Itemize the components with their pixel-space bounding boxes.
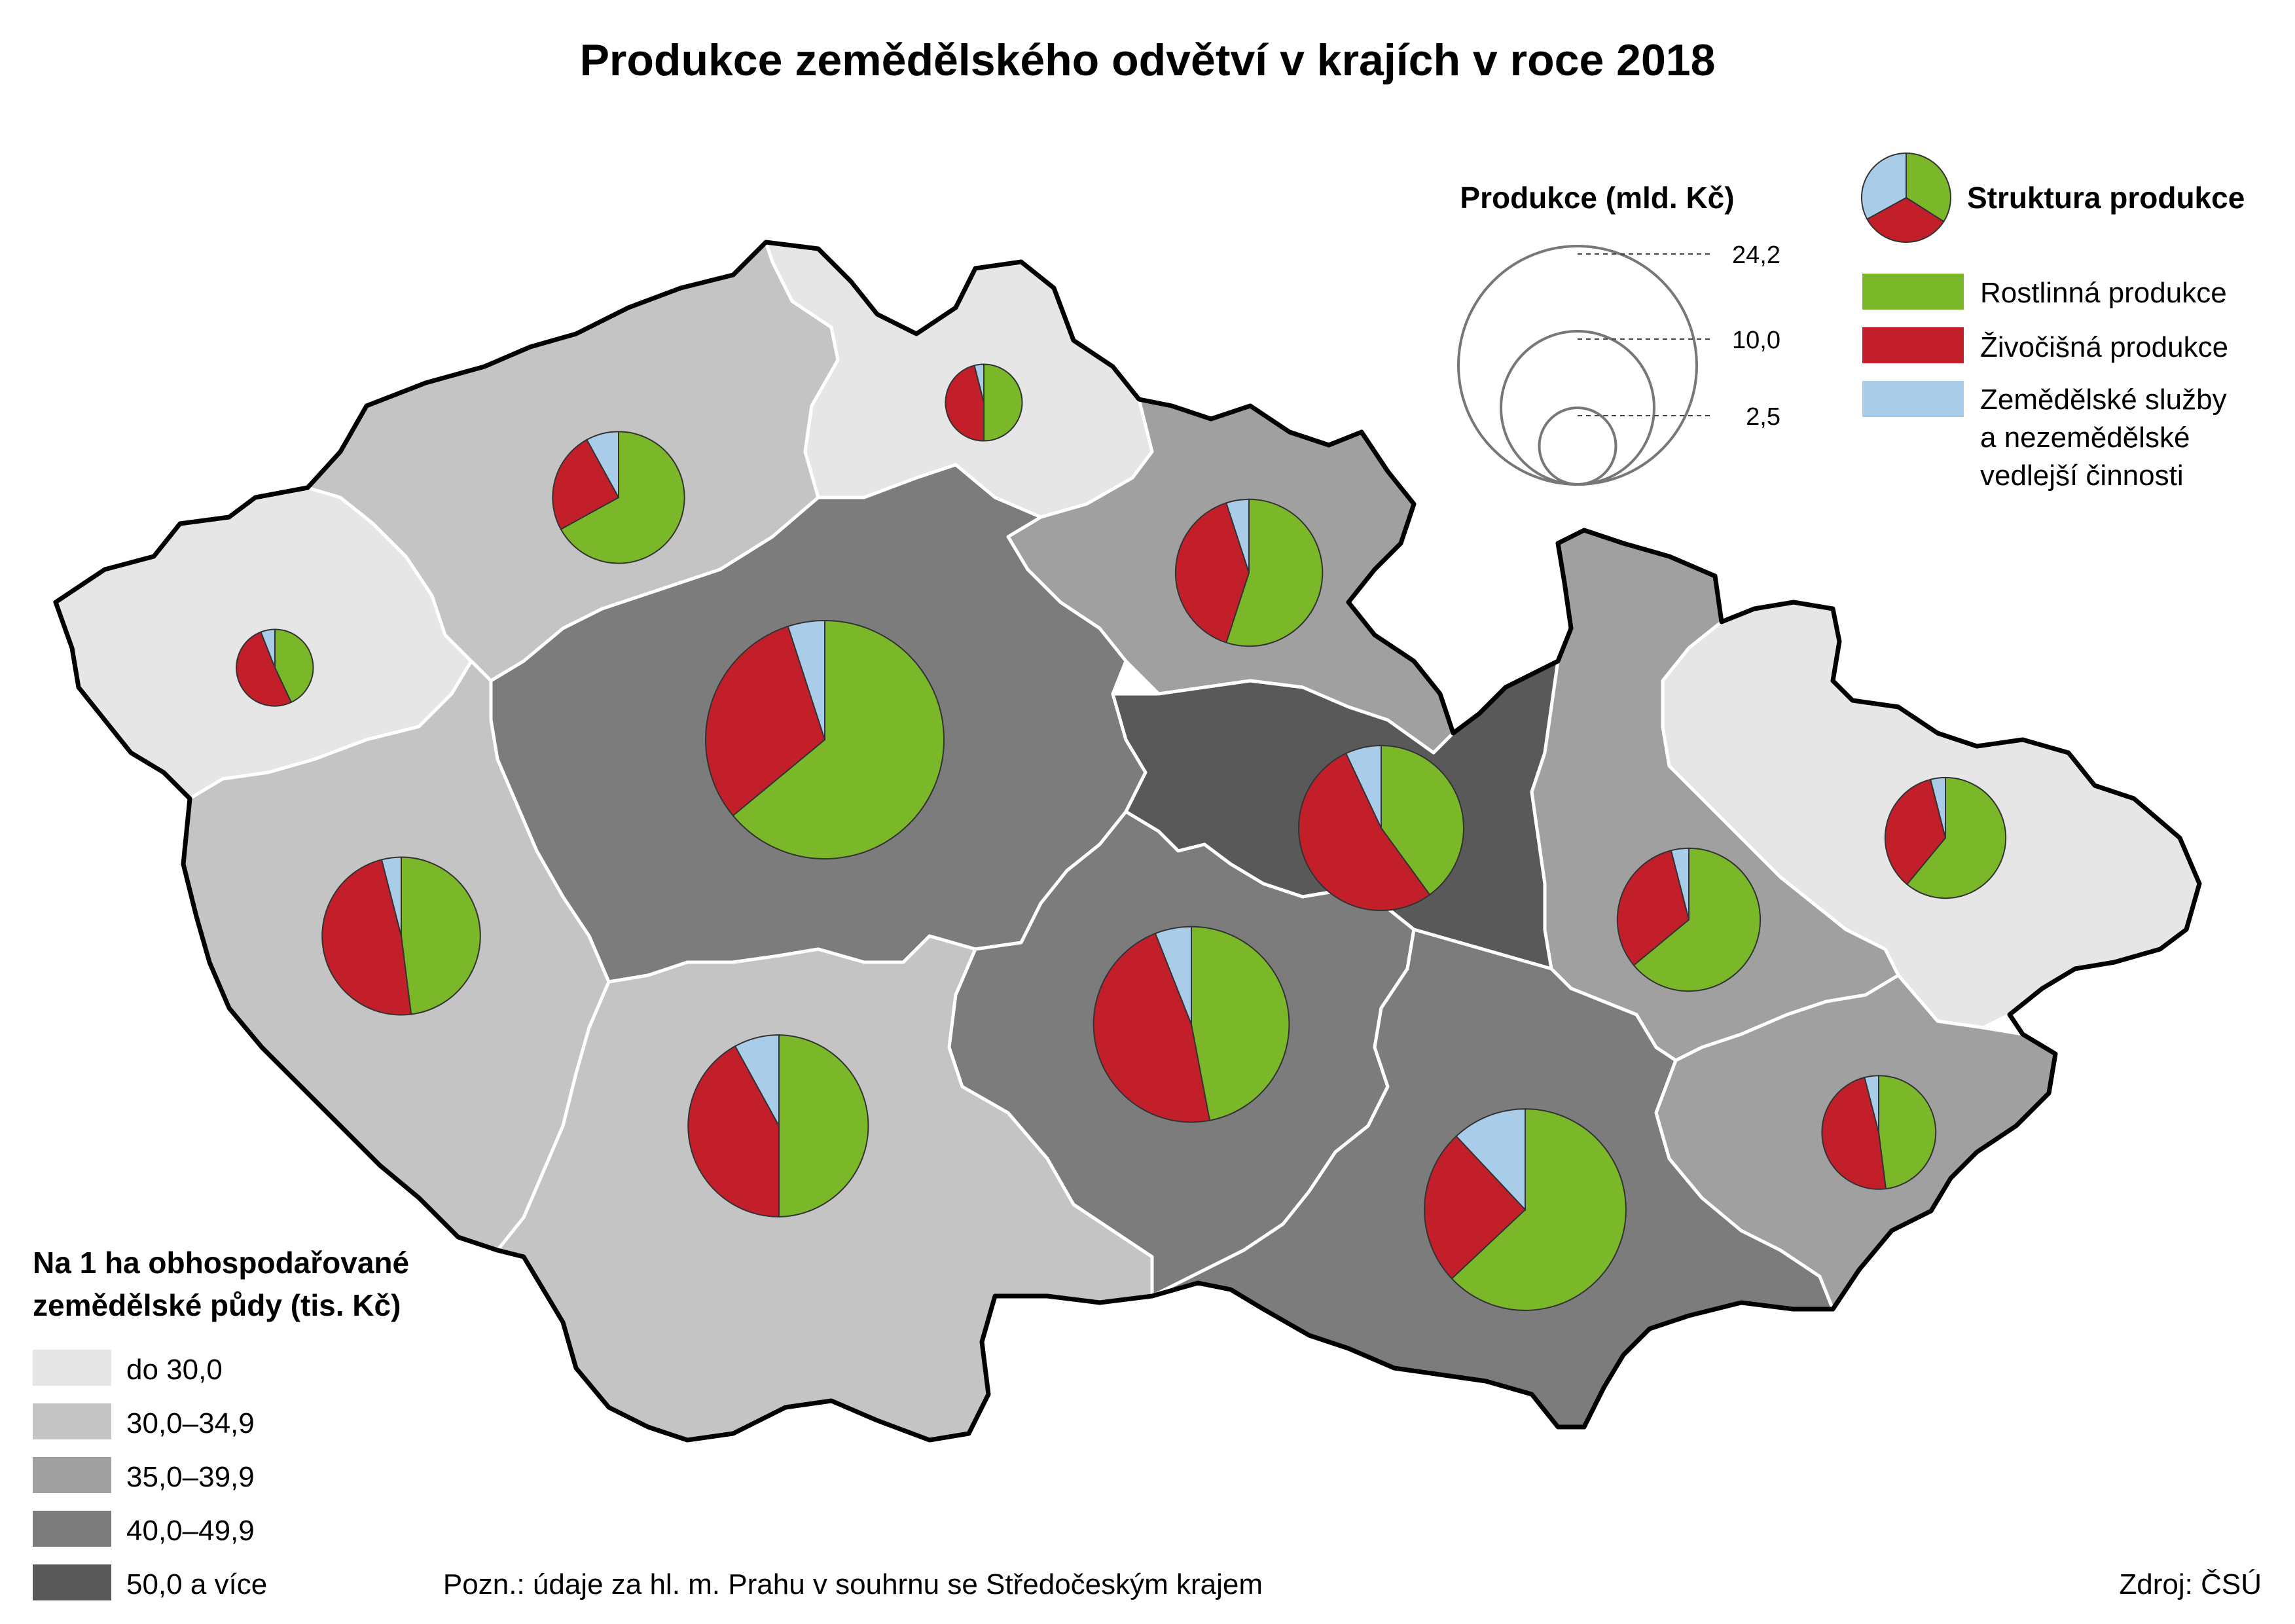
- size-legend-circle-2: [1538, 406, 1617, 486]
- pie-moravskoslezsky[interactable]: [1884, 776, 2007, 899]
- legend-label-services-3: vedlejší činnosti: [1980, 460, 2184, 492]
- density-label-0: do 30,0: [126, 1354, 223, 1386]
- pie-ustecky-services-slice: [586, 431, 619, 498]
- pie-moravskoslezsky-services-slice: [1929, 776, 1946, 839]
- pie-zlinsky-services-slice: [1864, 1075, 1879, 1133]
- legend-pie-services-slice: [1860, 152, 1907, 221]
- pie-plzensky-services-slice: [380, 856, 402, 937]
- pie-karlovarsky-plant-slice: [274, 628, 314, 704]
- legend-label-services-1: Zemědělské služby: [1980, 384, 2227, 416]
- pie-zlinsky-plant-slice: [1878, 1075, 1937, 1190]
- pie-liberecky[interactable]: [945, 363, 1023, 442]
- pie-olomoucky-plant-slice: [1633, 847, 1762, 992]
- pie-jihomoravsky-services-slice: [1455, 1108, 1526, 1212]
- pie-liberecky-services-slice: [973, 363, 985, 403]
- density-swatch-1: [33, 1403, 111, 1439]
- density-label-1: 30,0–34,9: [126, 1407, 255, 1439]
- pie-vysocina-animal-slice: [1093, 932, 1211, 1123]
- pie-plzensky-animal-slice: [321, 859, 412, 1016]
- pie-pardubicky-animal-slice: [1297, 752, 1431, 911]
- density-swatch-4: [33, 1564, 111, 1600]
- pie-vysocina-plant-slice: [1191, 926, 1290, 1121]
- pie-kralovehradecky-animal-slice: [1174, 502, 1250, 643]
- state-border: [53, 240, 2202, 1443]
- legend-swatch-plant: [1862, 274, 1964, 310]
- pie-stredocesky-animal-slice: [705, 625, 826, 817]
- pie-moravskoslezsky-animal-slice: [1884, 778, 1947, 886]
- pie-ustecky[interactable]: [552, 431, 685, 564]
- pie-jihocesky-services-slice: [734, 1034, 780, 1127]
- legend-swatch-services: [1862, 381, 1964, 417]
- density-legend: Na 1 ha obhospodařované zemědělské půdy …: [33, 1246, 409, 1600]
- size-legend-label-0: 24,2: [1732, 242, 1780, 269]
- pie-vysocina-services-slice: [1154, 926, 1192, 1025]
- density-swatch-3: [33, 1511, 111, 1547]
- pie-jihocesky-plant-slice: [778, 1034, 869, 1218]
- legend-label-plant: Rostlinná produkce: [1980, 277, 2227, 309]
- legend-label-services-2: a nezemědělské: [1980, 422, 2190, 454]
- pie-pardubicky-plant-slice: [1381, 744, 1464, 896]
- map-title: Produkce zemědělského odvětví v krajích …: [580, 35, 1716, 85]
- structure-legend-pie: [1860, 152, 1951, 243]
- pie-olomoucky[interactable]: [1616, 847, 1762, 992]
- pie-olomoucky-services-slice: [1670, 847, 1690, 920]
- density-legend-title-1: Na 1 ha obhospodařované: [33, 1246, 409, 1280]
- source-note: Zdroj: ČSÚ: [2119, 1568, 2262, 1600]
- pie-olomoucky-animal-slice: [1616, 850, 1690, 967]
- pie-layer: [236, 363, 2007, 1311]
- pie-jihocesky[interactable]: [687, 1034, 869, 1218]
- pie-vysocina[interactable]: [1093, 926, 1290, 1123]
- pie-stredocesky[interactable]: [705, 619, 945, 859]
- size-legend-label-1: 10,0: [1732, 327, 1780, 354]
- pie-karlovarsky-services-slice: [260, 628, 276, 668]
- pie-ustecky-animal-slice: [552, 439, 620, 530]
- density-swatch-2: [33, 1457, 111, 1493]
- structure-legend-title: Struktura produkce: [1967, 181, 2245, 215]
- pie-jihomoravsky-animal-slice: [1424, 1135, 1527, 1280]
- pie-jihomoravsky[interactable]: [1424, 1108, 1627, 1311]
- pie-zlinsky[interactable]: [1821, 1075, 1937, 1190]
- size-legend: Produkce (mld. Kč) 24,2 10,0 2,5: [1457, 181, 1780, 486]
- density-label-3: 40,0–49,9: [126, 1515, 255, 1547]
- density-label-2: 35,0–39,9: [126, 1461, 255, 1493]
- pie-moravskoslezsky-plant-slice: [1906, 776, 2007, 899]
- pie-plzensky-plant-slice: [401, 856, 481, 1015]
- pie-kralovehradecky-plant-slice: [1225, 498, 1324, 647]
- size-legend-title: Produkce (mld. Kč): [1460, 181, 1734, 215]
- pie-stredocesky-plant-slice: [732, 619, 945, 859]
- legend-label-animal: Živočišná produkce: [1980, 331, 2228, 363]
- pie-pardubicky[interactable]: [1297, 744, 1464, 911]
- pie-jihocesky-animal-slice: [687, 1045, 780, 1218]
- pie-plzensky[interactable]: [321, 856, 481, 1016]
- pie-stredocesky-services-slice: [787, 619, 825, 740]
- pie-karlovarsky-animal-slice: [236, 631, 293, 707]
- pie-liberecky-animal-slice: [945, 365, 985, 442]
- pie-liberecky-plant-slice: [983, 363, 1023, 442]
- density-swatch-0: [33, 1350, 111, 1386]
- pie-ustecky-plant-slice: [560, 431, 685, 564]
- size-legend-label-2: 2,5: [1746, 403, 1780, 431]
- pie-zlinsky-animal-slice: [1821, 1076, 1887, 1190]
- pie-pardubicky-services-slice: [1345, 744, 1382, 829]
- footnote: Pozn.: údaje za hl. m. Prahu v souhrnu s…: [443, 1568, 1263, 1600]
- pie-jihomoravsky-plant-slice: [1451, 1108, 1627, 1311]
- density-legend-title-2: zemědělské půdy (tis. Kč): [33, 1288, 401, 1322]
- legend-swatch-animal: [1862, 327, 1964, 363]
- density-label-4: 50,0 a více: [126, 1568, 267, 1600]
- pie-kralovehradecky-services-slice: [1225, 498, 1250, 573]
- pie-karlovarsky[interactable]: [236, 628, 314, 707]
- pie-kralovehradecky[interactable]: [1174, 498, 1324, 647]
- size-legend-circle-0: [1457, 245, 1698, 486]
- structure-legend: Struktura produkce Rostlinná produkce Ži…: [1860, 152, 2245, 492]
